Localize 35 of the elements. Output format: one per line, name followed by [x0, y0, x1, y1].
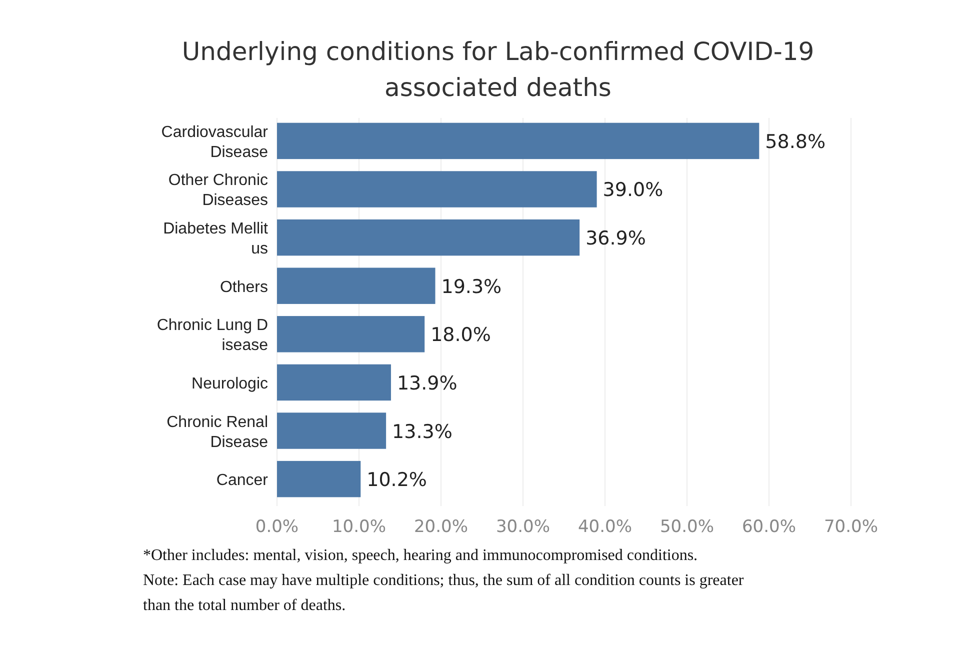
x-tick-label: 70.0% — [824, 517, 878, 537]
text: Note: Each case may have multiple conditions; thus, the sum of all condition counts is greater than the total number of deaths. — [143, 572, 744, 614]
text: *Other includes: mental, vision, speech, hearing and immunocompromised conditions. — [143, 547, 698, 564]
x-tick-label: 20.0% — [414, 517, 468, 537]
y-tick-label: Diabetes Mellit us — [163, 220, 269, 258]
data-label: 19.3% — [441, 276, 502, 298]
x-tick-label: 40.0% — [578, 517, 632, 537]
y-tick-label: Cardiovascular Disease — [161, 124, 269, 161]
data-label: 36.9% — [586, 228, 646, 250]
x-tick-label: 10.0% — [332, 517, 386, 537]
bar — [277, 219, 580, 256]
bar — [277, 268, 436, 304]
y-tick-label: Cancer — [216, 472, 269, 490]
y-tick-label: Other Chronic Diseases — [168, 172, 268, 210]
x-tick-label: 0.0% — [255, 517, 299, 537]
data-label: 13.9% — [396, 372, 458, 394]
bar — [277, 316, 425, 352]
data-label: 58.8% — [765, 130, 826, 153]
data-label: 10.2% — [366, 469, 427, 492]
x-tick-label: 60.0% — [742, 517, 796, 537]
y-tick-label: Chronic Renal Disease — [166, 414, 268, 451]
bar — [277, 412, 386, 449]
x-tick-label: 30.0% — [496, 517, 550, 537]
data-label: 13.3% — [392, 420, 452, 443]
bar — [277, 460, 361, 498]
bar — [277, 364, 391, 401]
bar — [277, 171, 597, 208]
chart-title: Underlying conditions for Lab-confirmed COVID-19 associated deaths — [182, 37, 814, 102]
data-label: 18.0% — [430, 324, 491, 346]
y-tick-label: Neurologic — [192, 375, 268, 392]
x-tick-label: 50.0% — [660, 517, 714, 537]
y-tick-label: Chronic Lung D isease — [156, 317, 268, 354]
data-label: 39.0% — [602, 179, 664, 202]
bar — [277, 122, 760, 160]
y-tick-label: Others — [220, 278, 268, 296]
